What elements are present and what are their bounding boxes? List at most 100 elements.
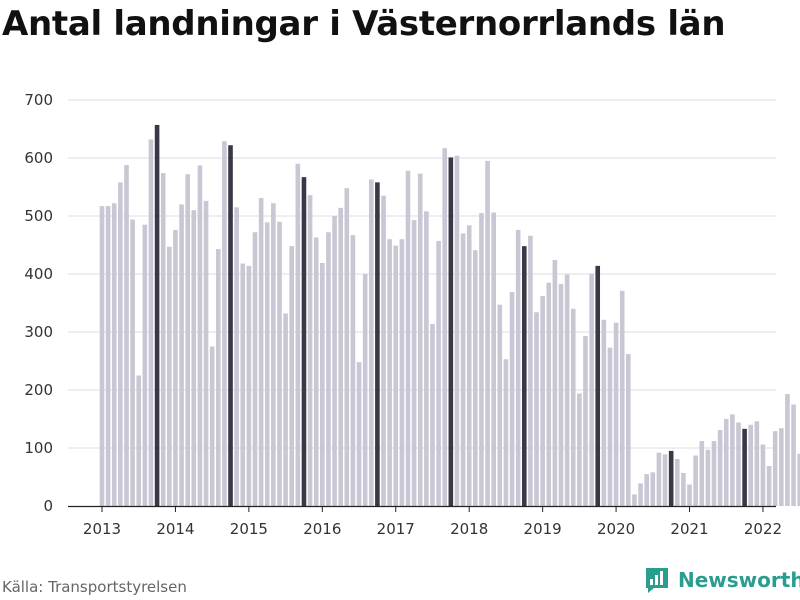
- chart-title: Antal landningar i Västernorrlands län: [2, 4, 726, 44]
- bar: [619, 290, 625, 506]
- x-tick-label: 2021: [670, 520, 708, 538]
- x-tick-label: 2014: [156, 520, 194, 538]
- y-tick-label: 300: [24, 323, 53, 341]
- bar: [613, 322, 619, 506]
- bar: [142, 224, 148, 506]
- bar: [772, 431, 778, 506]
- y-tick-label: 600: [24, 149, 53, 167]
- bar: [271, 203, 276, 507]
- bar: [460, 233, 466, 506]
- bar: [662, 454, 668, 506]
- bar: [375, 182, 380, 507]
- x-tick-label: 2016: [303, 520, 341, 538]
- bar: [307, 195, 313, 506]
- bar: [785, 394, 790, 506]
- bar: [332, 216, 337, 506]
- bar: [228, 145, 233, 507]
- y-tick-label: 200: [24, 381, 53, 399]
- bar: [381, 195, 386, 506]
- bar: [356, 362, 362, 506]
- x-tick-label: 2015: [230, 520, 268, 538]
- bar: [289, 246, 295, 506]
- bar: [362, 274, 368, 506]
- bar: [197, 165, 203, 507]
- bar: [687, 484, 692, 506]
- bar: [179, 204, 184, 506]
- bar: [466, 225, 472, 506]
- bar: [301, 177, 307, 506]
- bar: [313, 237, 319, 506]
- bar: [411, 220, 417, 506]
- brand: Newsworthy: [644, 566, 800, 594]
- bar: [668, 450, 674, 506]
- bar: [105, 206, 111, 506]
- bar: [779, 428, 784, 506]
- bar: [393, 245, 399, 506]
- y-tick-label: 0: [43, 497, 53, 515]
- bar: [234, 207, 239, 507]
- bar: [240, 263, 246, 506]
- bar: [118, 182, 123, 507]
- bar: [509, 291, 515, 506]
- bar: [191, 210, 197, 506]
- y-tick-label: 400: [24, 265, 53, 283]
- x-tick-label: 2019: [524, 520, 562, 538]
- bar: [503, 359, 509, 506]
- bar: [595, 265, 601, 506]
- bar: [209, 346, 215, 506]
- x-axis: 2013 2014 2015 2016 2017 2018 2019 2020 2021 2022: [68, 505, 782, 538]
- bar: [320, 262, 325, 506]
- bar: [650, 472, 656, 506]
- bar: [723, 419, 729, 506]
- bar: [515, 229, 521, 507]
- bar: [558, 283, 564, 506]
- y-axis-ticks: 0 100 200 300 400 500 600 700: [24, 91, 53, 515]
- bar: [479, 213, 484, 506]
- bar: [264, 222, 270, 506]
- bar: [154, 124, 160, 506]
- bar: [564, 274, 570, 506]
- bar: [540, 296, 545, 506]
- bar: [730, 414, 735, 506]
- bar: [644, 474, 649, 506]
- bar: [222, 141, 227, 506]
- bar: [185, 174, 190, 507]
- bar: [99, 206, 105, 506]
- bar: [736, 422, 741, 506]
- bar: [626, 354, 631, 506]
- bar: [534, 312, 539, 506]
- bar: [295, 163, 301, 507]
- bar: [656, 452, 662, 506]
- bar: [136, 375, 142, 506]
- x-tick-label: 2020: [597, 520, 635, 538]
- bar: [338, 207, 343, 506]
- bar: [167, 246, 172, 507]
- bar: [368, 179, 374, 506]
- bar: [570, 308, 576, 506]
- bar: [203, 200, 209, 507]
- bar: [424, 211, 429, 507]
- bar: [546, 282, 552, 506]
- bar: [705, 449, 711, 506]
- bar: [215, 249, 221, 506]
- y-tick-label: 700: [24, 91, 53, 109]
- bar: [442, 148, 448, 506]
- bar: [491, 212, 496, 506]
- bar: [632, 494, 637, 506]
- bar: [742, 428, 747, 506]
- bar: [711, 441, 717, 506]
- brand-name: Newsworthy: [678, 568, 800, 592]
- bar: [344, 188, 350, 506]
- bar: [148, 139, 154, 506]
- bar: [552, 260, 558, 506]
- bar: [111, 203, 117, 507]
- bar: [485, 160, 490, 506]
- bar: [430, 323, 435, 506]
- bar: [405, 170, 411, 506]
- bar: [246, 265, 252, 506]
- bar: [583, 336, 588, 506]
- bar: [521, 246, 527, 506]
- bar: [350, 235, 356, 506]
- bar: [797, 453, 800, 506]
- bar: [387, 239, 392, 506]
